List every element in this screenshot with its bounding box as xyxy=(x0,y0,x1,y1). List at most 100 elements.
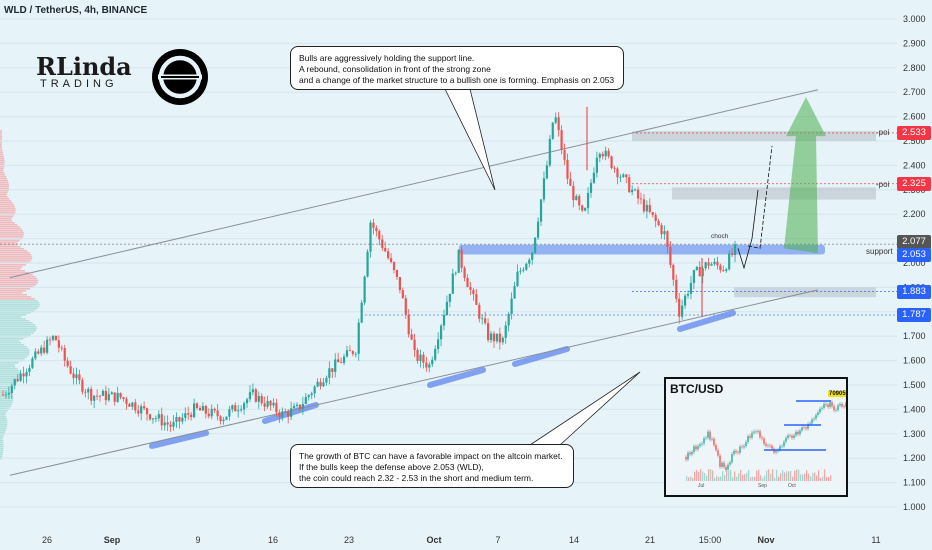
inset-volume-bar xyxy=(810,476,812,481)
inset-axis-oct: Oct xyxy=(788,483,796,489)
callout-pointers xyxy=(444,88,641,446)
inset-candle-body xyxy=(765,443,767,446)
candle-body xyxy=(439,325,443,340)
inset-volume-bar xyxy=(798,469,800,481)
candle-body xyxy=(457,249,460,273)
candle-body xyxy=(731,253,734,256)
callout-bottom: The growth of BTC can have a favorable i… xyxy=(290,444,574,488)
candle-body xyxy=(237,410,240,412)
y-tick-label: 2.000 xyxy=(903,258,926,268)
inset-volume-bar xyxy=(812,472,814,481)
candle-body xyxy=(733,244,737,256)
candle-body xyxy=(304,397,307,404)
inset-candle-body xyxy=(685,457,687,460)
candle-body xyxy=(40,347,43,354)
x-tick-label: 7 xyxy=(495,535,500,545)
candle-body xyxy=(13,379,16,386)
inset-volume-bar xyxy=(770,473,772,481)
inset-candle-body xyxy=(771,445,773,449)
candle-body xyxy=(619,176,622,178)
inset-volume-bar xyxy=(762,477,764,481)
candle-body xyxy=(589,182,593,193)
candle-body xyxy=(451,273,454,294)
candle-body xyxy=(266,400,269,407)
inset-candle-body xyxy=(827,404,829,407)
inset-volume-bar xyxy=(742,474,744,481)
candle-body xyxy=(595,157,598,173)
candle-body xyxy=(548,138,551,166)
candle-body xyxy=(195,403,199,408)
inset-candle-body xyxy=(745,442,747,446)
inset-candle-body xyxy=(787,435,789,438)
candle-body xyxy=(513,286,516,299)
candle-body xyxy=(557,117,560,131)
candle-body xyxy=(331,368,334,372)
inset-volume-bar xyxy=(796,469,798,481)
candle-body xyxy=(119,392,122,398)
candle-body xyxy=(175,417,178,422)
inset-volume-bar xyxy=(778,476,780,481)
inset-candle-body xyxy=(809,423,811,425)
inset-candle-body xyxy=(837,405,839,410)
time-axis[interactable]: 26 Sep 9 16 23 Oct 7 14 21 15:00 Nov 11 xyxy=(0,528,932,550)
candle-body xyxy=(225,416,228,420)
inset-candle-body xyxy=(727,464,729,470)
candle-body xyxy=(501,337,504,343)
candle-body xyxy=(425,362,428,368)
candle-body xyxy=(669,247,672,265)
inset-candle-body xyxy=(759,431,761,438)
candle-body xyxy=(269,400,272,406)
candle-body xyxy=(122,397,125,400)
candle-body xyxy=(316,381,319,387)
candle-body xyxy=(201,405,205,411)
candle-body xyxy=(657,221,660,226)
bullish-target-arrow xyxy=(784,97,826,254)
inset-candle-body xyxy=(747,436,749,443)
candle-body xyxy=(422,354,425,363)
inset-volume-bar xyxy=(820,477,822,481)
chart-title: WLD / TetherUS, 4h, BINANCE xyxy=(4,5,148,16)
price-tag: 2.053 xyxy=(897,248,931,263)
candle-body xyxy=(663,231,666,235)
candle-body xyxy=(284,411,287,413)
candle-body xyxy=(628,177,631,193)
y-tick-label: 2.800 xyxy=(903,63,926,73)
candle-body xyxy=(143,406,146,409)
inset-candle-body xyxy=(843,406,845,408)
inset-volume-bar xyxy=(824,469,826,481)
candle-body xyxy=(190,414,193,418)
candle-body xyxy=(272,402,275,406)
projection-path-long xyxy=(747,145,773,249)
candle-body xyxy=(116,392,119,402)
candle-body xyxy=(222,419,225,422)
candle-body xyxy=(348,350,352,352)
candle-body xyxy=(290,408,293,417)
inset-candle-body xyxy=(841,404,843,407)
inset-candle-body xyxy=(795,431,797,436)
x-tick-label: Nov xyxy=(757,535,774,545)
candle-body xyxy=(145,408,149,415)
inset-candle-body xyxy=(711,438,713,440)
price-axis[interactable]: 3.0002.9002.8002.7002.6002.5002.4002.300… xyxy=(897,0,932,550)
candle-body xyxy=(37,351,40,354)
candle-body xyxy=(51,335,55,340)
inset-candle-body xyxy=(797,431,799,435)
candle-body xyxy=(263,403,266,407)
candle-body xyxy=(131,402,134,407)
candle-body xyxy=(592,172,596,183)
y-tick-label: 2.500 xyxy=(903,136,926,146)
candle-body xyxy=(648,205,651,213)
candle-body xyxy=(387,251,390,259)
inset-volume-bar xyxy=(802,474,804,481)
inset-candle-body xyxy=(739,446,741,453)
inset-candle-body xyxy=(715,445,717,451)
candle-body xyxy=(245,399,249,404)
candle-body xyxy=(69,366,72,374)
candle-body xyxy=(431,359,434,365)
candle-body xyxy=(313,386,316,394)
candle-body xyxy=(231,405,234,410)
candle-body xyxy=(534,237,537,253)
candle-body xyxy=(560,130,563,151)
inset-candle-body xyxy=(735,450,737,453)
candle-body xyxy=(193,403,196,418)
